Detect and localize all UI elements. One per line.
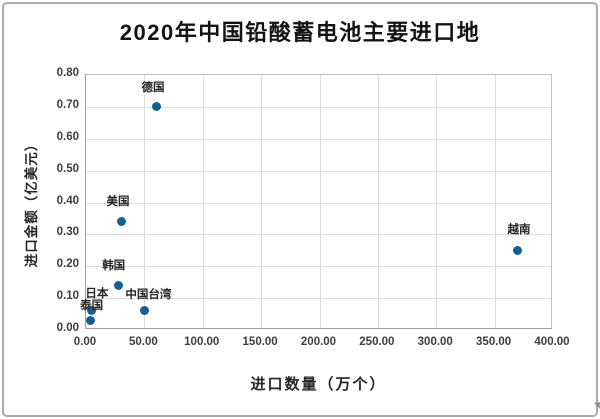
data-point-label: 美国 <box>106 195 130 208</box>
data-point-label: 日本 <box>85 287 109 300</box>
x-tick-label: 0.00 <box>73 336 97 348</box>
data-point <box>114 280 124 290</box>
y-tick-label: 0.60 <box>56 130 79 143</box>
data-point-label: 德国 <box>141 81 165 94</box>
data-point <box>116 217 126 227</box>
x-tick-label: 200.00 <box>300 336 337 348</box>
x-tick-label: 50.00 <box>128 336 158 348</box>
chart-title: 2020年中国铅酸蓄电池主要进口地 <box>119 20 481 45</box>
x-tick-label: 300.00 <box>417 336 453 348</box>
y-tick-label: 0.70 <box>56 98 79 111</box>
x-tick-label: 150.00 <box>242 336 278 348</box>
gridline-y <box>86 170 551 172</box>
data-point-label: 韩国 <box>102 260 126 273</box>
data-point-label: 泰国 <box>80 300 104 313</box>
gridline-x <box>377 75 379 328</box>
y-tick-label: 0.30 <box>56 226 79 239</box>
gridline-x <box>202 75 204 328</box>
gridline-y <box>86 138 551 140</box>
data-point <box>151 102 161 112</box>
data-point-label: 越南 <box>507 224 531 237</box>
gridline-x <box>494 75 496 328</box>
x-tick-label: 250.00 <box>359 336 395 348</box>
data-point <box>87 306 97 316</box>
data-point <box>86 315 96 325</box>
y-tick-label: 0.80 <box>56 67 79 79</box>
x-tick-label: 400.00 <box>534 336 570 348</box>
plot-area: 德国美国韩国日本 泰国 中国台湾 越南 <box>80 74 552 329</box>
data-point-label: 中国台湾 <box>125 288 172 301</box>
y-tick-label: 0.20 <box>56 258 79 271</box>
gridline-x <box>261 75 263 328</box>
gridline-y <box>86 298 551 300</box>
gridline-y <box>86 266 551 268</box>
x-axis-title: 进口数量（万个） <box>250 376 387 393</box>
data-point <box>513 245 523 255</box>
gridline-y <box>86 202 551 204</box>
gridline-x <box>144 75 146 328</box>
x-tick-label: 100.00 <box>184 336 220 348</box>
data-point <box>139 306 149 316</box>
gridline-y <box>86 106 551 108</box>
gridline-x <box>436 75 438 328</box>
y-tick-label: 0.50 <box>56 162 79 175</box>
y-tick-label: 0.10 <box>56 290 79 303</box>
y-tick-label: 0.40 <box>56 194 79 207</box>
gridline-y <box>86 234 551 236</box>
y-tick-label: 0.00 <box>56 322 79 334</box>
gridline-x <box>319 75 321 328</box>
x-tick-label: 350.00 <box>476 336 512 348</box>
